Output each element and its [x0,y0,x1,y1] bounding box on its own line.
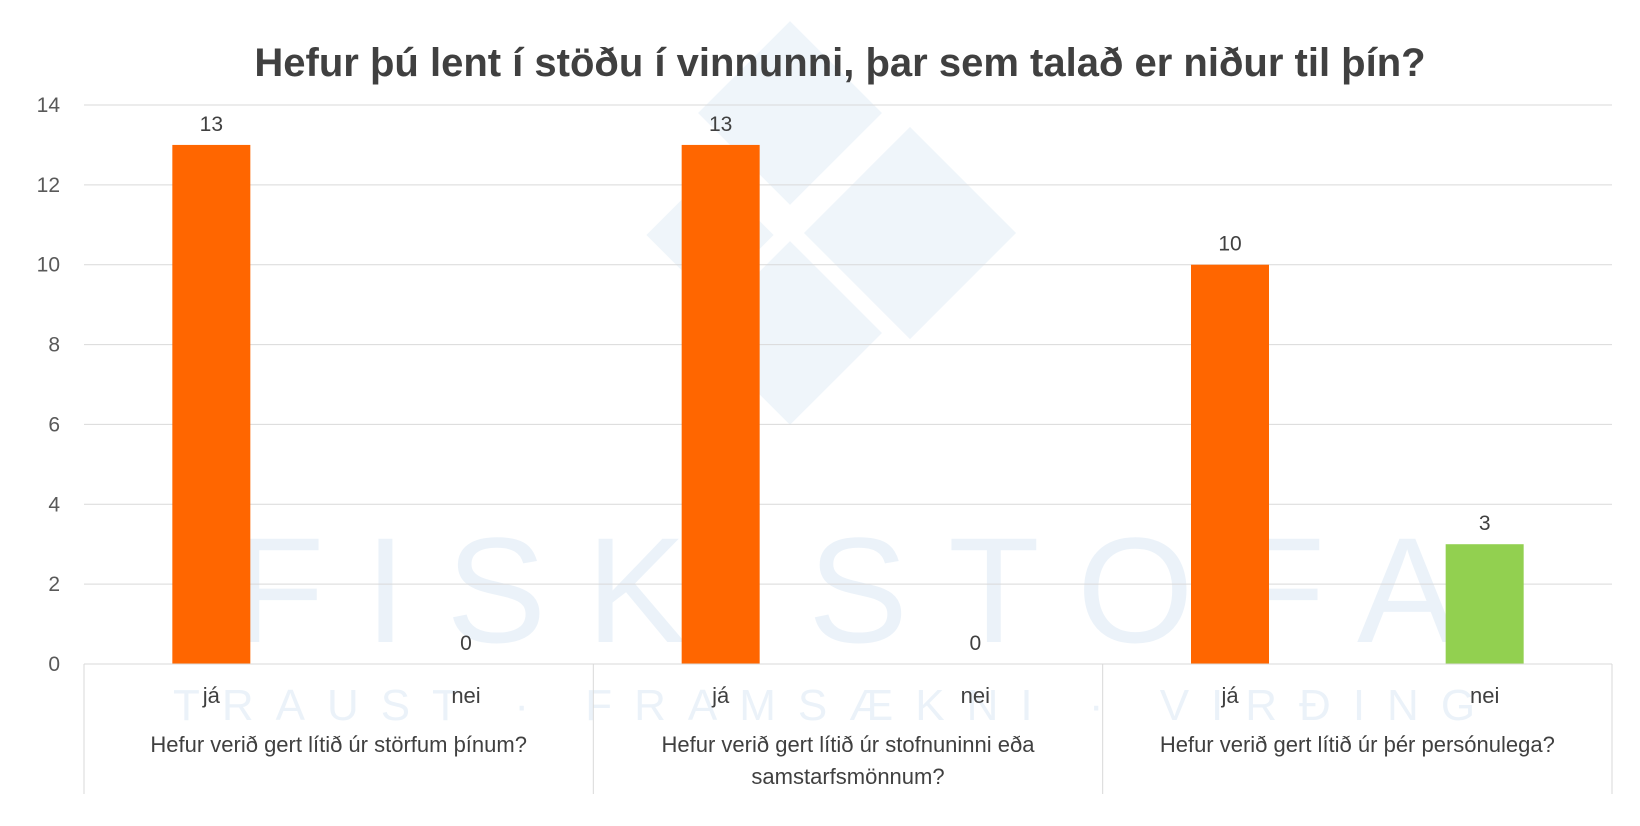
data-labels: 13 0 13 0 10 3 [200,113,1491,655]
y-tick-label: 6 [48,413,60,436]
watermark-tagline: TRAUST · FRAMSÆKNI · VIRÐING [173,681,1497,730]
data-label: 3 [1479,512,1491,535]
x-tick-label: nei [961,683,990,708]
x-tick-label: já [202,683,221,708]
data-label: 13 [200,113,223,136]
group-label: Hefur verið gert lítið úr þér persónuleg… [1160,732,1555,757]
group-label: Hefur verið gert lítið úr stofnuninni eð… [662,732,1036,789]
y-tick-label: 8 [48,334,60,357]
chart-title: Hefur þú lent í stöðu í vinnunni, þar se… [254,41,1425,85]
y-axis: 0 2 4 6 8 10 12 14 [37,94,61,676]
x-tick-label: já [711,683,730,708]
x-tick-label: nei [451,683,480,708]
data-label: 10 [1218,233,1241,256]
y-tick-label: 14 [37,94,61,117]
data-label: 0 [460,632,472,655]
gridlines [84,104,1612,585]
bars [172,144,1524,664]
x-axis: já nei Hefur verið gert lítið úr störfum þ… [83,663,1613,794]
y-tick-label: 2 [48,573,60,596]
x-tick-label: nei [1470,683,1499,708]
group-label: Hefur verið gert lítið úr störfum þínum? [150,732,527,757]
bar [1191,264,1269,664]
data-label: 13 [709,113,732,136]
y-tick-label: 10 [37,254,60,277]
watermark: FISKISTOFA TRAUST · FRAMSÆKNI · VIRÐING [173,21,1497,730]
y-tick-label: 12 [37,174,60,197]
y-tick-label: 4 [48,493,60,516]
data-label: 0 [969,632,981,655]
y-tick-label: 0 [48,653,60,676]
bar [681,144,760,664]
watermark-logo-text: FISKISTOFA [233,506,1497,674]
bar [1445,544,1524,664]
x-tick-label: já [1220,683,1239,708]
bar [172,144,251,664]
